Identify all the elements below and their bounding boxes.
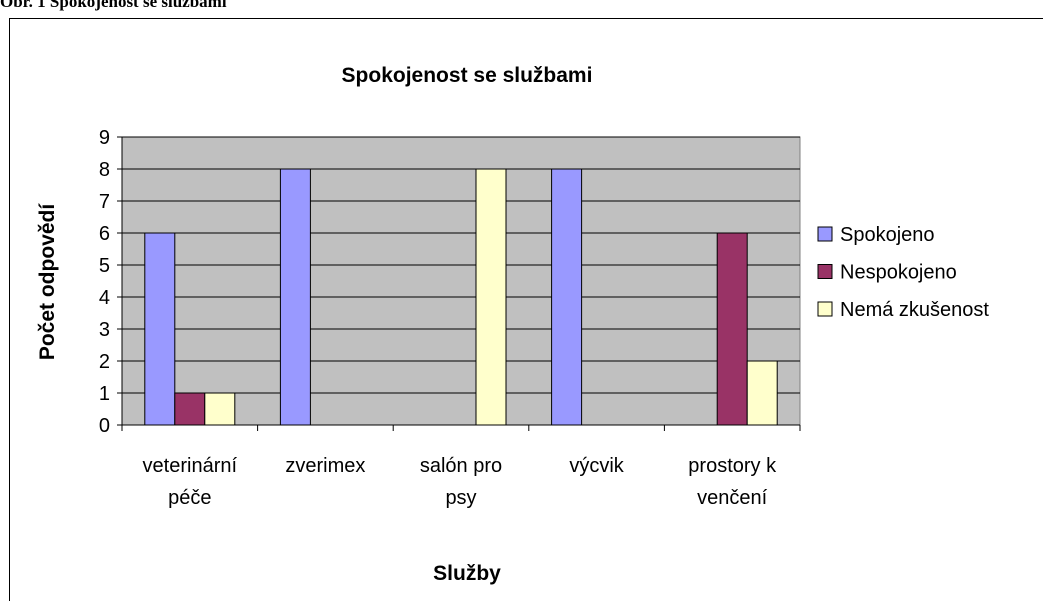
bar <box>551 168 583 426</box>
x-tick-label: veterinární péče <box>143 455 238 509</box>
y-axis-label: Počet odpovědí <box>36 203 59 361</box>
legend-label: Nemá zkušenost <box>840 299 989 321</box>
bar <box>746 360 778 426</box>
bar <box>716 232 748 426</box>
y-tick-label: 0 <box>99 415 110 437</box>
bar <box>475 168 507 426</box>
x-tick-label: výcvik <box>569 455 624 477</box>
bar <box>279 168 311 426</box>
y-tick-label: 8 <box>99 159 110 181</box>
x-tick-label: prostory k venčení <box>688 455 777 509</box>
plot-area <box>121 136 801 426</box>
x-tick-label: zverimex <box>285 455 365 477</box>
legend-label: Spokojeno <box>840 224 935 246</box>
y-tick-label: 9 <box>99 127 110 149</box>
legend-swatch <box>817 226 833 242</box>
y-tick-label: 2 <box>99 351 110 373</box>
x-axis-label: Služby <box>433 562 501 585</box>
y-tick-label: 3 <box>99 319 110 341</box>
bar <box>144 232 176 426</box>
chart-title: Spokojenost se službami <box>342 64 593 87</box>
legend-swatch <box>817 264 833 279</box>
y-tick-label: 7 <box>99 191 110 213</box>
y-tick-label: 1 <box>99 383 110 405</box>
legend-label: Nespokojeno <box>840 262 957 284</box>
bar <box>204 392 236 426</box>
x-tick-label: salón pro psy <box>420 455 502 509</box>
y-tick-label: 6 <box>99 223 110 245</box>
y-tick-label: 4 <box>99 287 110 309</box>
bar <box>174 392 206 426</box>
legend-swatch <box>817 301 833 317</box>
legend <box>810 215 1036 343</box>
y-tick-label: 5 <box>99 255 110 277</box>
caption: Obr. 1 Spokojenost se službami <box>0 0 227 11</box>
